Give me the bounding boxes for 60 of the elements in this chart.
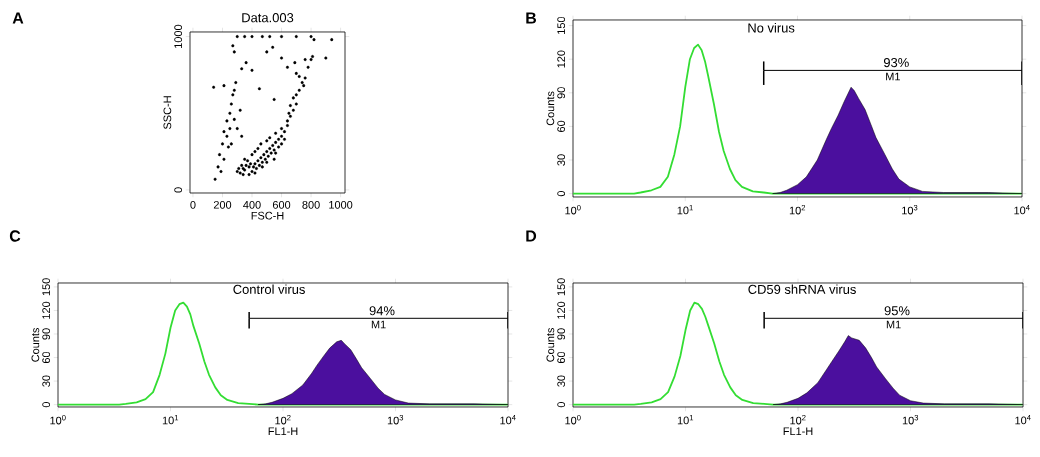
y-tick-label: 30 [42, 375, 51, 387]
x-tick-label: 10$^{4}$ [1015, 414, 1031, 425]
series-label: M1 [886, 72, 900, 81]
chart-title: Data.003 [242, 13, 294, 23]
y-tick-label: 150 [557, 278, 566, 296]
y-tick-label: 90 [42, 328, 51, 340]
x-tick-label: 10$^{0}$ [565, 204, 581, 215]
x-tick-label: 10$^{3}$ [902, 204, 918, 215]
annotation: 93% [883, 57, 909, 68]
x-tick-label: 10$^{3}$ [387, 414, 404, 425]
y-tick-label: 120 [42, 301, 51, 319]
y-tick-label: 30 [557, 375, 566, 387]
x-tick-label: 10$^{1}$ [677, 414, 694, 425]
x-axis-title: FL1-H [268, 427, 298, 435]
text: A [12, 12, 24, 24]
chart-title: CD59 shRNA virus [748, 284, 856, 294]
text: B [526, 12, 537, 24]
x-tick-label: 10$^{4}$ [500, 414, 516, 425]
x-tick-label: 10$^{2}$ [790, 414, 806, 425]
y-tick-label: 120 [557, 301, 566, 319]
x-tick-label: 400 [243, 200, 261, 209]
y-tick-label: 0 [557, 191, 566, 197]
x-axis-title: FSC-H [251, 211, 284, 220]
x-tick-label: 10$^{2}$ [789, 204, 806, 215]
y-axis-title: SSC-H [163, 96, 172, 130]
y-tick-label: 60 [42, 351, 51, 364]
y-axis-title: Counts [546, 328, 555, 362]
y-tick-label: 90 [557, 328, 566, 340]
series-label: M1 [886, 320, 901, 329]
text: C [9, 230, 21, 242]
y-tick-label: 90 [557, 87, 566, 99]
x-tick-label: 10$^{3}$ [902, 414, 919, 425]
y-tick-label: 30 [557, 154, 566, 166]
y-tick-label: 60 [557, 351, 566, 364]
y-tick-label: 0 [42, 402, 51, 408]
x-tick-label: 800 [302, 200, 320, 209]
x-tick-label: 10$^{2}$ [275, 414, 291, 425]
text: D [526, 230, 537, 242]
annotation: 95% [884, 306, 910, 316]
x-tick-label: 600 [272, 200, 291, 209]
y-tick-label: 120 [557, 50, 566, 68]
y-tick-label: 0 [557, 402, 566, 408]
annotation: 94% [369, 306, 395, 316]
x-tick-label: 10$^{4}$ [1014, 204, 1030, 215]
y-tick-label: 150 [557, 16, 566, 34]
chart-title: No virus [748, 23, 795, 33]
y-axis-title: Counts [546, 91, 555, 126]
x-tick-label: 0 [190, 200, 196, 209]
chart-title: Control virus [233, 284, 305, 294]
y-tick-label: 60 [557, 120, 566, 132]
series-label: M1 [371, 320, 386, 329]
y-tick-label: 150 [42, 278, 51, 296]
x-tick-label: 1000 [329, 200, 353, 209]
x-tick-label: 10$^{0}$ [50, 414, 66, 425]
x-tick-label: 10$^{1}$ [677, 204, 693, 215]
x-axis-title: FL1-H [783, 427, 813, 435]
x-tick-label: 10$^{1}$ [162, 414, 179, 425]
x-tick-label: 200 [213, 200, 232, 209]
y-axis-title: Counts [31, 328, 40, 362]
x-tick-label: 10$^{0}$ [565, 414, 581, 425]
